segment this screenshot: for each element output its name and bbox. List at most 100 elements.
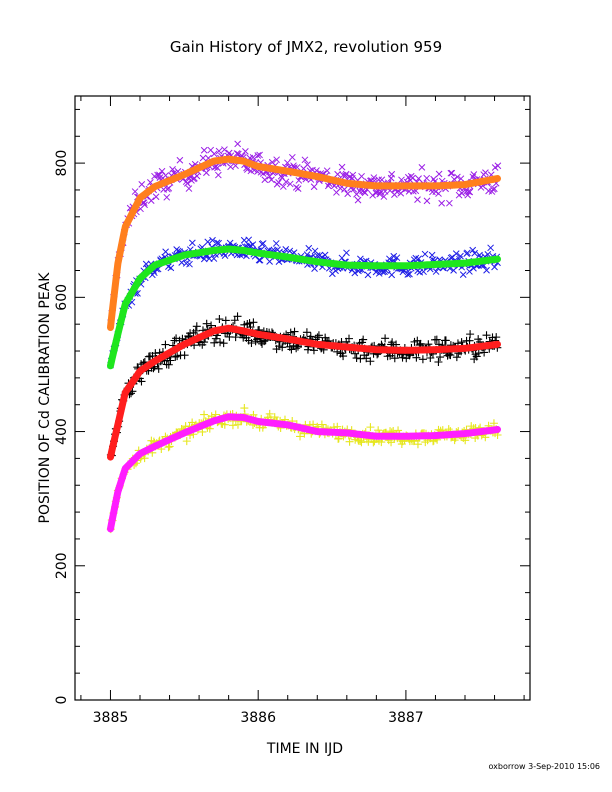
- scatter-layer: [106, 140, 502, 534]
- data-point: [200, 338, 209, 347]
- footer-timestamp: oxborrow 3-Sep-2010 15:06: [489, 762, 601, 771]
- y-tick-label: 200: [54, 552, 70, 579]
- data-point: [489, 419, 498, 428]
- data-point: [380, 193, 388, 200]
- data-point: [166, 356, 175, 365]
- data-point: [279, 183, 287, 190]
- data-point: [334, 434, 343, 443]
- data-point: [364, 271, 372, 279]
- data-point: [215, 315, 224, 324]
- data-point: [469, 246, 477, 254]
- data-point: [219, 339, 228, 348]
- data-point: [423, 174, 431, 182]
- y-tick-label: 800: [54, 150, 70, 177]
- trend-curve: [107, 245, 501, 370]
- data-point: [304, 161, 311, 168]
- y-tick-label: 400: [54, 418, 70, 445]
- data-point: [213, 239, 221, 247]
- data-point: [186, 260, 193, 268]
- data-point: [472, 352, 481, 361]
- data-point: [290, 327, 299, 336]
- data-point: [483, 266, 490, 274]
- axis-layer: 3885 3886 3887 0 200 400 600 800: [54, 96, 530, 726]
- data-point: [180, 351, 189, 360]
- data-point: [198, 427, 207, 436]
- data-point: [393, 188, 401, 196]
- data-point: [231, 333, 240, 342]
- data-point: [448, 169, 456, 177]
- data-point: [140, 454, 149, 463]
- data-point: [295, 177, 303, 184]
- data-point: [357, 438, 366, 447]
- data-point: [450, 175, 458, 183]
- data-point: [233, 420, 242, 429]
- data-point: [154, 364, 163, 373]
- data-point: [426, 354, 435, 363]
- data-point: [233, 312, 242, 321]
- data-point: [169, 166, 176, 173]
- data-point: [203, 169, 210, 177]
- data-point: [243, 166, 251, 173]
- data-point: [435, 170, 443, 178]
- data-point: [209, 236, 216, 244]
- data-point: [261, 176, 269, 184]
- data-point: [167, 264, 175, 272]
- data-point: [282, 246, 290, 253]
- chart-title: Gain History of JMX2, revolution 959: [170, 38, 442, 56]
- data-point: [296, 432, 305, 441]
- data-point: [421, 250, 429, 258]
- data-point: [178, 334, 187, 343]
- data-point: [375, 176, 383, 184]
- data-point: [301, 156, 309, 164]
- data-point: [386, 255, 393, 263]
- data-point: [457, 338, 466, 347]
- data-point: [189, 239, 196, 247]
- data-point: [412, 353, 421, 362]
- trend-curve: [107, 324, 501, 461]
- data-point: [221, 146, 228, 153]
- data-point: [487, 244, 494, 252]
- data-point: [210, 150, 218, 158]
- data-point: [183, 180, 191, 187]
- data-point: [466, 330, 475, 339]
- data-point: [490, 185, 498, 193]
- data-point: [481, 433, 490, 442]
- y-tick-label: 600: [54, 284, 70, 311]
- data-point: [474, 349, 483, 358]
- data-point: [234, 140, 241, 148]
- data-point: [164, 443, 173, 452]
- data-point: [338, 163, 346, 171]
- data-point: [202, 319, 211, 328]
- data-point: [162, 248, 169, 256]
- data-point: [351, 269, 359, 277]
- data-point: [259, 240, 267, 247]
- data-point: [216, 338, 225, 347]
- data-point: [354, 196, 362, 204]
- data-point: [245, 319, 254, 328]
- data-point: [413, 440, 422, 449]
- data-point: [482, 169, 489, 176]
- data-point: [176, 156, 184, 164]
- data-point: [404, 271, 412, 278]
- data-point: [388, 271, 396, 279]
- data-point: [450, 267, 457, 274]
- plot-frame: [74, 95, 531, 701]
- data-point: [492, 333, 501, 342]
- trend-curve: [107, 413, 501, 533]
- data-point: [406, 270, 413, 278]
- data-point: [165, 442, 174, 451]
- data-point: [461, 436, 470, 445]
- data-point: [220, 420, 229, 429]
- data-point: [200, 146, 208, 154]
- data-point: [398, 353, 407, 362]
- data-point: [357, 255, 364, 263]
- data-point: [452, 250, 460, 257]
- data-point: [278, 343, 287, 352]
- scatter-series: [106, 404, 502, 534]
- scatter-series: [107, 140, 502, 326]
- data-point: [310, 183, 318, 191]
- data-point: [200, 410, 209, 419]
- data-point: [317, 420, 326, 429]
- data-point: [452, 353, 461, 362]
- data-point: [345, 334, 354, 343]
